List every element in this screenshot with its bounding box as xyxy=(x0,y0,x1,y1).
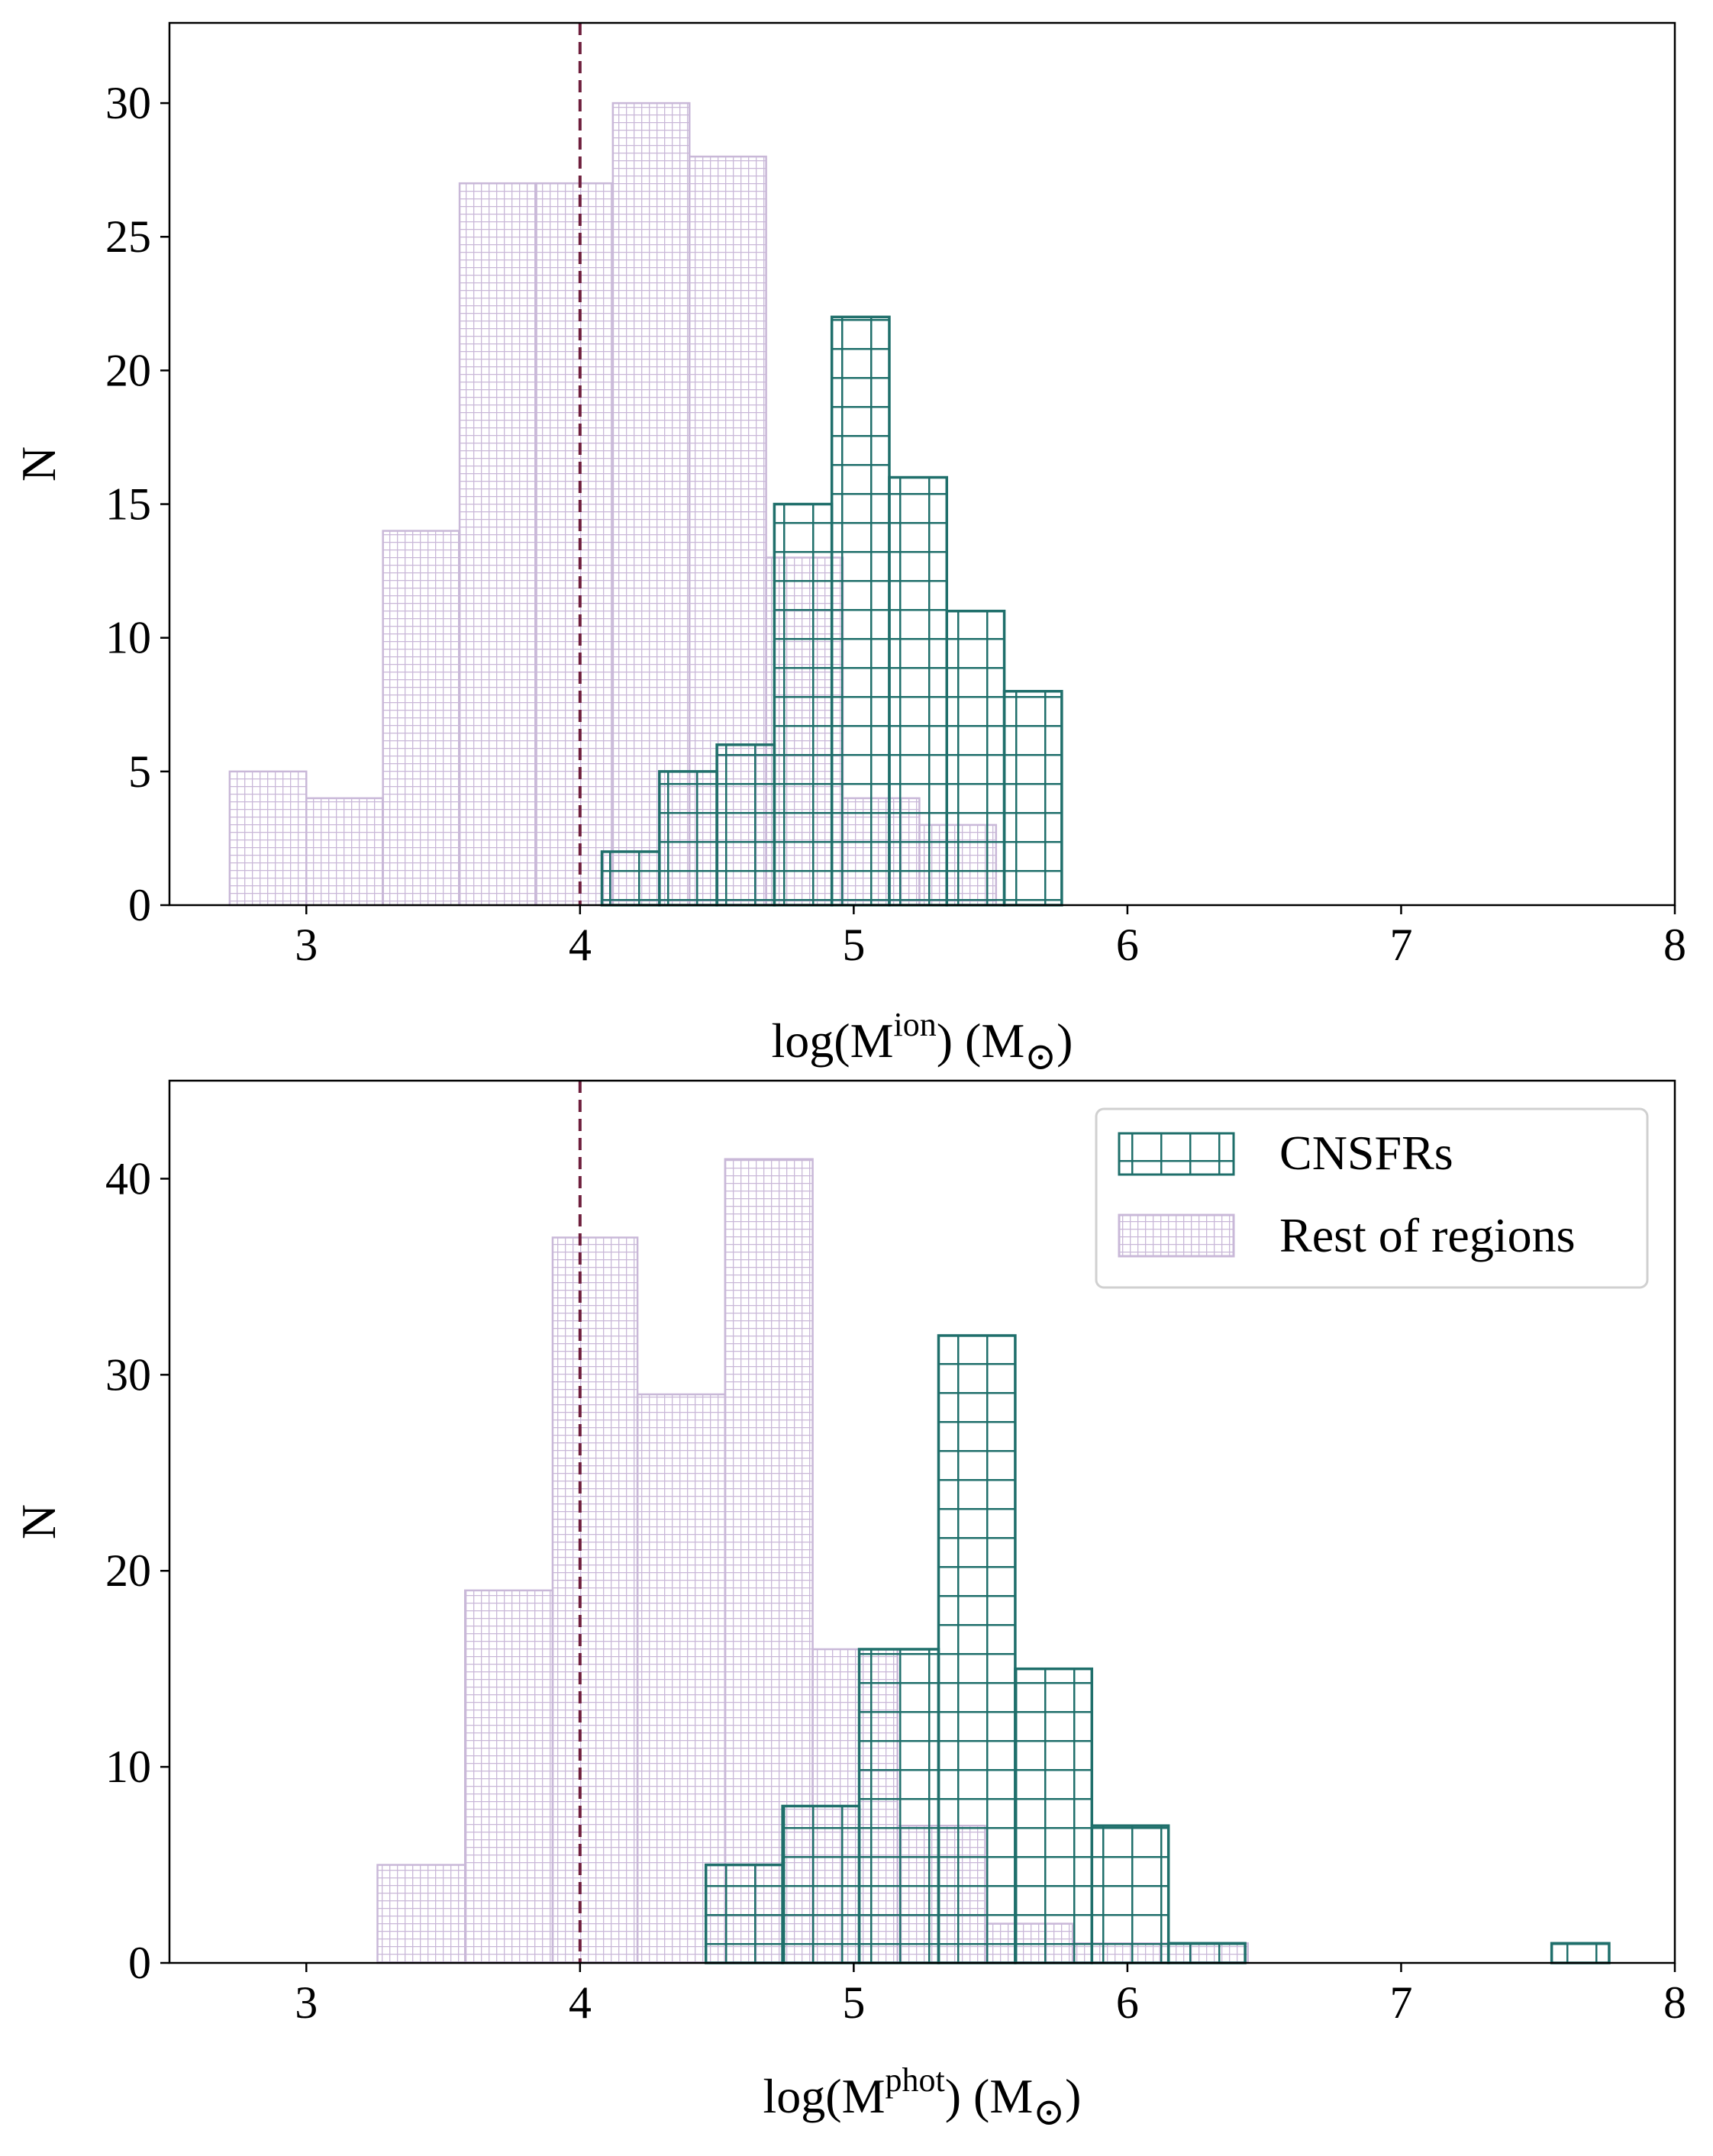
x-tick-label: 7 xyxy=(1389,920,1412,970)
rest-bar xyxy=(382,530,461,907)
cnsfr-bar xyxy=(781,1804,861,1964)
cnsfr-bars xyxy=(704,1334,1611,1964)
y-tick-label: 0 xyxy=(128,1938,151,1988)
plot-frame xyxy=(168,21,1676,907)
y-tick-label: 25 xyxy=(105,211,151,262)
y-tick-label: 30 xyxy=(105,1349,151,1400)
x-tick-label: 5 xyxy=(842,920,865,970)
x-axis-label: log(Mphot) (M⊙) xyxy=(763,2061,1082,2133)
x-tick-label: 4 xyxy=(569,920,592,970)
cnsfr-bar xyxy=(1166,1942,1247,1964)
cnsfr-bar xyxy=(600,850,661,907)
x-tick-label: 6 xyxy=(1116,920,1139,970)
legend-label-cnsfr: CNSFRs xyxy=(1279,1126,1453,1180)
cnsfr-bar xyxy=(704,1863,784,1964)
y-tick-label: 0 xyxy=(128,880,151,930)
rest-bar xyxy=(551,1236,639,1964)
y-tick-label: 20 xyxy=(105,1545,151,1596)
cnsfr-bar xyxy=(1550,1942,1611,1964)
legend-swatch-rest xyxy=(1118,1213,1235,1258)
rest-bar xyxy=(376,1864,466,1964)
x-axis-ticks: 3 4 5 6 7 8 xyxy=(295,1963,1686,2028)
x-tick-label: 6 xyxy=(1116,1977,1139,2028)
rest-bar xyxy=(535,182,615,907)
y-tick-label: 15 xyxy=(105,479,151,530)
y-tick-label: 10 xyxy=(105,613,151,663)
x-tick-label: 8 xyxy=(1663,920,1686,970)
y-tick-label: 20 xyxy=(105,345,151,395)
cnsfr-bar xyxy=(857,1648,940,1964)
cnsfr-bar xyxy=(937,1334,1017,1964)
cnsfr-bar xyxy=(830,315,891,907)
y-tick-label: 30 xyxy=(105,78,151,128)
rest-bar xyxy=(458,182,537,907)
y-axis-ticks: 0 10 20 30 40 xyxy=(105,1153,169,1988)
x-tick-label: 3 xyxy=(295,920,318,970)
cnsfr-bar xyxy=(1002,690,1063,907)
x-axis-ticks: 3 4 5 6 7 8 xyxy=(295,905,1686,970)
legend-label-rest: Rest of regions xyxy=(1279,1208,1576,1262)
legend: CNSFRs Rest of regions xyxy=(1095,1107,1649,1289)
y-axis-ticks: 0 5 10 15 20 25 30 xyxy=(105,78,169,930)
cnsfr-bar xyxy=(658,770,718,907)
cnsfr-bar xyxy=(715,743,776,907)
bottom-histogram-panel: 3 4 5 6 7 8 0 10 20 30 40 N log(Mphot) (M⊙) CNSFR… xyxy=(11,1079,1686,2133)
x-tick-label: 8 xyxy=(1663,1977,1686,2028)
y-tick-label: 5 xyxy=(128,746,151,797)
rest-bar xyxy=(228,770,308,907)
plot-frame xyxy=(168,1079,1676,1964)
x-tick-label: 4 xyxy=(569,1977,592,2028)
top-histogram-panel: 3 4 5 6 7 8 0 5 10 15 20 25 30 N log(Mion) (M⊙) xyxy=(11,21,1686,1078)
cnsfr-bar xyxy=(888,475,949,907)
y-axis-label: N xyxy=(11,446,66,482)
cnsfr-bar xyxy=(1014,1667,1094,1964)
x-tick-label: 3 xyxy=(295,1977,318,2028)
cnsfr-bar xyxy=(1090,1824,1170,1964)
y-tick-label: 10 xyxy=(105,1742,151,1792)
rest-bar xyxy=(463,1589,554,1964)
y-axis-label: N xyxy=(11,1504,66,1539)
x-tick-label: 7 xyxy=(1389,1977,1412,2028)
cnsfr-bar xyxy=(773,502,834,907)
x-axis-label: log(Mion) (M⊙) xyxy=(772,1006,1073,1078)
x-tick-label: 5 xyxy=(842,1977,865,2028)
legend-swatch-cnsfr xyxy=(1118,1132,1235,1176)
rest-bar xyxy=(305,797,384,907)
cnsfr-bar xyxy=(945,609,1006,907)
cnsfr-bars xyxy=(600,315,1063,907)
y-tick-label: 40 xyxy=(105,1153,151,1204)
